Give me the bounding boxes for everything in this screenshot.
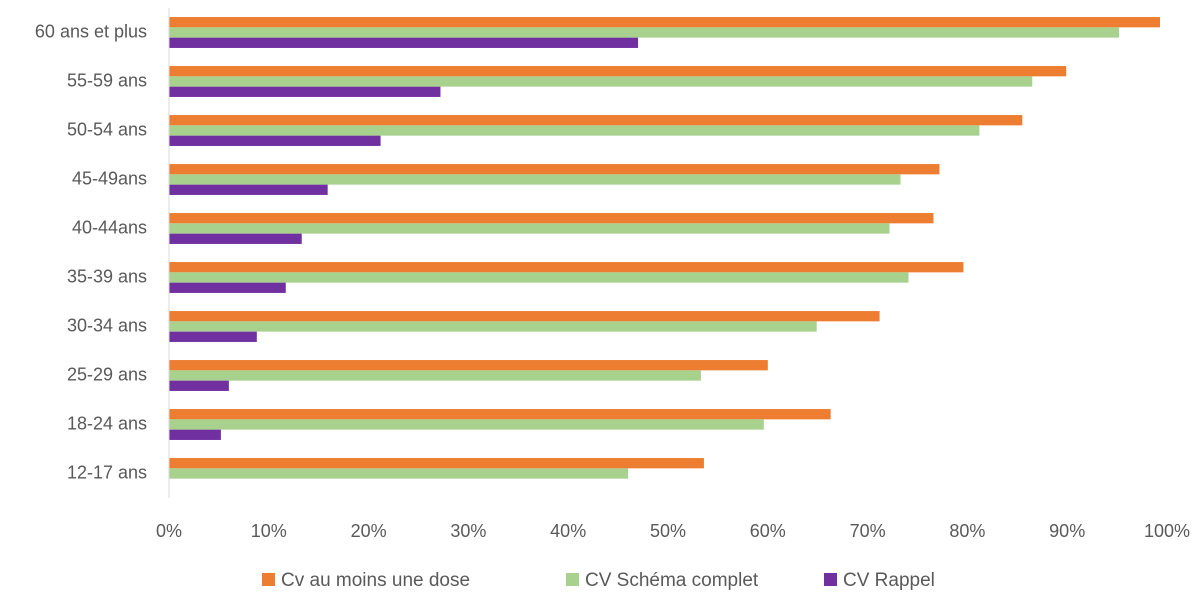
x-tick-label: 100%	[1144, 521, 1190, 541]
legend-swatch	[566, 573, 579, 586]
legend-swatch	[262, 573, 275, 586]
y-tick-label: 35-39 ans	[67, 266, 147, 286]
bar	[169, 76, 1033, 87]
bar	[169, 115, 1023, 126]
bar	[169, 125, 980, 136]
legend-label: CV Schéma complet	[585, 570, 759, 591]
y-tick-label: 55-59 ans	[67, 70, 147, 90]
bar	[169, 468, 629, 479]
x-tick-label: 40%	[550, 521, 586, 541]
bar	[169, 213, 934, 224]
x-tick-label: 70%	[850, 521, 886, 541]
x-tick-label: 10%	[251, 521, 287, 541]
bar	[169, 380, 229, 391]
y-tick-label: 18-24 ans	[67, 413, 147, 433]
bar	[169, 282, 286, 293]
bar	[169, 164, 940, 175]
y-tick-label: 50-54 ans	[67, 119, 147, 139]
bar	[169, 429, 221, 440]
bar	[169, 419, 764, 430]
bar	[169, 27, 1120, 38]
bar	[169, 184, 328, 195]
bar	[169, 321, 817, 332]
bar	[169, 360, 768, 371]
y-tick-label: 25-29 ans	[67, 364, 147, 384]
bar	[169, 311, 880, 322]
x-tick-label: 0%	[156, 521, 182, 541]
legend-label: Cv au moins une dose	[281, 570, 470, 591]
y-tick-label: 40-44ans	[72, 217, 147, 237]
x-tick-label: 80%	[949, 521, 985, 541]
bar	[169, 458, 704, 469]
bar	[169, 409, 831, 420]
y-tick-label: 45-49ans	[72, 168, 147, 188]
bar	[169, 17, 1161, 28]
bar	[169, 223, 890, 234]
legend-swatch	[824, 573, 837, 586]
x-tick-label: 50%	[650, 521, 686, 541]
bar	[169, 262, 964, 273]
bar	[169, 37, 639, 48]
bar	[169, 233, 302, 244]
bar	[169, 135, 381, 146]
x-tick-label: 20%	[351, 521, 387, 541]
bar	[169, 66, 1067, 77]
y-tick-label: 60 ans et plus	[35, 21, 147, 41]
y-tick-label: 30-34 ans	[67, 315, 147, 335]
bar	[169, 174, 901, 185]
x-tick-label: 60%	[750, 521, 786, 541]
x-tick-label: 90%	[1049, 521, 1085, 541]
x-tick-label: 30%	[450, 521, 486, 541]
bar	[169, 272, 909, 283]
bar	[169, 370, 701, 381]
legend-label: CV Rappel	[843, 570, 935, 591]
bar	[169, 86, 441, 97]
bar	[169, 331, 257, 342]
y-tick-label: 12-17 ans	[67, 462, 147, 482]
